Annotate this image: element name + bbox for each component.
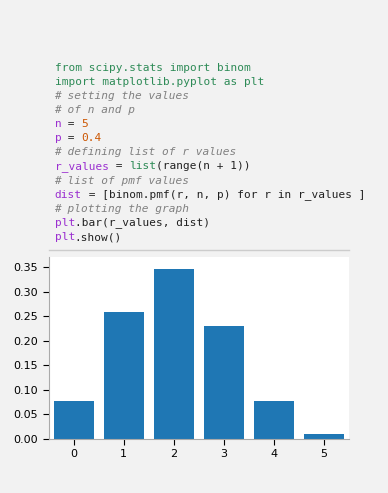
Text: # list of pmf values: # list of pmf values [54, 176, 189, 185]
Text: # defining list of r values: # defining list of r values [54, 147, 237, 157]
Bar [254, 401, 294, 439]
Text: =: = [61, 119, 81, 129]
Text: .bar(r_values, dist): .bar(r_values, dist) [75, 217, 210, 228]
Bar [154, 269, 194, 439]
Text: # plotting the graph: # plotting the graph [54, 204, 189, 214]
Text: from scipy.stats import binom: from scipy.stats import binom [54, 63, 250, 72]
Text: list: list [129, 162, 156, 172]
Text: dist: dist [54, 190, 81, 200]
Text: n: n [54, 119, 61, 129]
Text: 0.4: 0.4 [81, 133, 102, 143]
Bar [54, 401, 94, 439]
Bar [304, 434, 344, 439]
Text: # of n and p: # of n and p [54, 105, 135, 115]
Bar [104, 312, 144, 439]
Text: # setting the values: # setting the values [54, 91, 189, 101]
Text: r_values: r_values [54, 161, 109, 172]
Text: import matplotlib.pyplot as plt: import matplotlib.pyplot as plt [54, 77, 264, 87]
Text: 5: 5 [81, 119, 88, 129]
Text: .show(): .show() [75, 232, 122, 242]
Text: p: p [54, 133, 61, 143]
Text: = [binom.pmf(r, n, p) for r in r_values ]: = [binom.pmf(r, n, p) for r in r_values … [81, 189, 365, 200]
Text: =: = [109, 162, 129, 172]
Text: plt: plt [54, 232, 75, 242]
Text: =: = [61, 133, 81, 143]
Text: (range(n + 1)): (range(n + 1)) [156, 162, 250, 172]
Bar [204, 326, 244, 439]
Text: plt: plt [54, 218, 75, 228]
